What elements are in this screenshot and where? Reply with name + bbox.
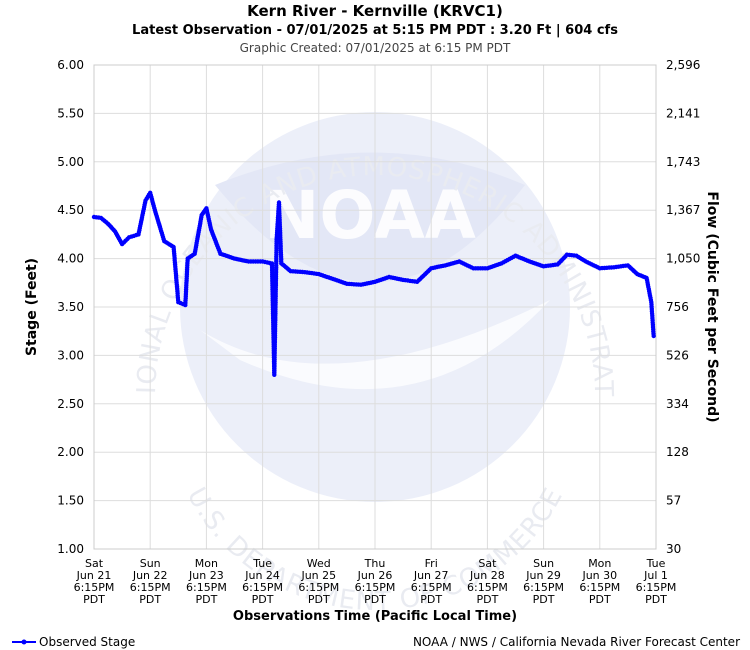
x-tick-label: Thu Jun 26 6:15PM PDT xyxy=(355,557,396,606)
y2-tick-label: 2,141 xyxy=(666,106,700,120)
x-axis-label: Observations Time (Pacific Local Time) xyxy=(233,609,517,624)
x-tick-tz: PDT xyxy=(139,593,161,606)
x-tick-date: Jul 1 xyxy=(643,569,668,582)
x-tick-tz: PDT xyxy=(645,593,667,606)
x-tick-day: Mon xyxy=(195,557,218,570)
x-tick-time: 6:15PM xyxy=(74,581,115,594)
y-tick-label: 5.00 xyxy=(57,155,84,169)
x-tick-time: 6:15PM xyxy=(242,581,283,594)
y-tick-label: 6.00 xyxy=(57,58,84,72)
x-tick-day: Wed xyxy=(307,557,331,570)
x-tick-time: 6:15PM xyxy=(411,581,452,594)
x-tick-date: Jun 25 xyxy=(300,569,336,582)
x-tick-label: Tue Jun 24 6:15PM PDT xyxy=(242,557,283,606)
x-tick-day: Sun xyxy=(533,557,554,570)
credit-text: NOAA / NWS / California Nevada River For… xyxy=(413,635,740,649)
x-tick-date: Jun 21 xyxy=(76,569,112,582)
noaa-logo-wave xyxy=(200,300,550,390)
y2-tick-label: 1,367 xyxy=(666,203,700,217)
y-tick-label: 4.50 xyxy=(57,203,84,217)
x-tick-day: Sun xyxy=(140,557,161,570)
y2-tick-label: 30 xyxy=(666,542,681,556)
series-observed-stage xyxy=(91,190,656,377)
y2-tick-label: 526 xyxy=(666,348,689,362)
x-tick-label: Sat Jun 28 6:15PM PDT xyxy=(467,557,508,606)
x-tick-tz: PDT xyxy=(195,593,217,606)
y-axis-ticks: 1.00 1.50 2.00 2.50 3.00 3.50 4.00 4.50 5.00 5.50… xyxy=(57,58,84,556)
x-tick-date: Jun 22 xyxy=(132,569,168,582)
x-tick-date: Jun 30 xyxy=(581,569,617,582)
y-tick-label: 1.50 xyxy=(57,494,84,508)
x-tick-label: Mon Jun 30 6:15PM PDT xyxy=(579,557,620,606)
x-tick-date: Jun 23 xyxy=(188,569,224,582)
x-tick-day: Tue xyxy=(646,557,666,570)
legend-label: Observed Stage xyxy=(39,635,135,649)
y2-tick-label: 57 xyxy=(666,494,681,508)
y2-axis-label: Flow (Cubic Feet per Second) xyxy=(704,191,720,422)
noaa-watermark: NOAA NATIONAL OCEANIC AND ATMOSPHERIC AD… xyxy=(0,0,617,617)
legend: Observed Stage xyxy=(12,635,135,649)
plot-frame xyxy=(93,64,657,550)
y2-tick-label: 1,743 xyxy=(666,155,700,169)
y-tick-label: 2.00 xyxy=(57,445,84,459)
x-tick-label: Fri Jun 27 6:15PM PDT xyxy=(411,557,452,606)
noaa-logo-text: NOAA xyxy=(264,177,476,254)
x-tick-date: Jun 26 xyxy=(357,569,393,582)
x-tick-tz: PDT xyxy=(252,593,274,606)
x-tick-day: Sat xyxy=(478,557,497,570)
y-tick-label: 4.00 xyxy=(57,252,84,266)
x-tick-time: 6:15PM xyxy=(130,581,171,594)
grid-lines xyxy=(93,64,657,550)
legend-marker xyxy=(21,639,27,645)
x-tick-tz: PDT xyxy=(420,593,442,606)
x-tick-date: Jun 27 xyxy=(413,569,449,582)
graphic-created-text: Graphic Created: 07/01/2025 at 6:15 PM P… xyxy=(240,41,511,55)
y2-tick-label: 756 xyxy=(666,300,689,314)
x-tick-date: Jun 28 xyxy=(469,569,505,582)
chart-subtitle: Latest Observation - 07/01/2025 at 5:15 … xyxy=(132,23,618,38)
y-tick-label: 2.50 xyxy=(57,397,84,411)
x-tick-tz: PDT xyxy=(364,593,386,606)
x-tick-time: 6:15PM xyxy=(186,581,227,594)
x-tick-label: Sun Jun 22 6:15PM PDT xyxy=(130,557,171,606)
y2-tick-label: 334 xyxy=(666,397,689,411)
noaa-logo-bird xyxy=(215,152,525,283)
x-tick-tz: PDT xyxy=(589,593,611,606)
y-tick-label: 1.00 xyxy=(57,542,84,556)
x-tick-time: 6:15PM xyxy=(636,581,677,594)
x-tick-time: 6:15PM xyxy=(355,581,396,594)
x-tick-label: Sat Jun 21 6:15PM PDT xyxy=(74,557,115,606)
x-tick-day: Tue xyxy=(252,557,272,570)
y2-axis-ticks: 30 57 128 334 526 756 1,050 1,367 1,743 2,141 2,59… xyxy=(666,58,700,556)
chart-title: Kern River - Kernville (KRVC1) xyxy=(247,2,503,20)
x-tick-time: 6:15PM xyxy=(523,581,564,594)
x-tick-tz: PDT xyxy=(308,593,330,606)
x-tick-date: Jun 29 xyxy=(525,569,561,582)
x-tick-time: 6:15PM xyxy=(467,581,508,594)
x-tick-time: 6:15PM xyxy=(579,581,620,594)
x-tick-label: Wed Jun 25 6:15PM PDT xyxy=(298,557,339,606)
y-tick-label: 3.00 xyxy=(57,348,84,362)
x-tick-tz: PDT xyxy=(533,593,555,606)
x-tick-tz: PDT xyxy=(83,593,105,606)
x-tick-label: Sun Jun 29 6:15PM PDT xyxy=(523,557,564,606)
y-tick-label: 3.50 xyxy=(57,300,84,314)
y-tick-label: 5.50 xyxy=(57,106,84,120)
x-tick-time: 6:15PM xyxy=(298,581,339,594)
y2-tick-label: 1,050 xyxy=(666,252,700,266)
x-tick-label: Tue Jul 1 6:15PM PDT xyxy=(636,557,677,606)
y-axis-label: Stage (Feet) xyxy=(24,258,40,356)
x-tick-day: Thu xyxy=(364,557,386,570)
x-tick-day: Fri xyxy=(425,557,438,570)
data-point xyxy=(651,333,656,339)
x-tick-label: Mon Jun 23 6:15PM PDT xyxy=(186,557,227,606)
x-tick-day: Sat xyxy=(85,557,104,570)
y2-tick-label: 128 xyxy=(666,445,689,459)
x-tick-date: Jun 24 xyxy=(244,569,280,582)
x-tick-day: Mon xyxy=(588,557,611,570)
x-tick-tz: PDT xyxy=(476,593,498,606)
y2-tick-label: 2,596 xyxy=(666,58,700,72)
